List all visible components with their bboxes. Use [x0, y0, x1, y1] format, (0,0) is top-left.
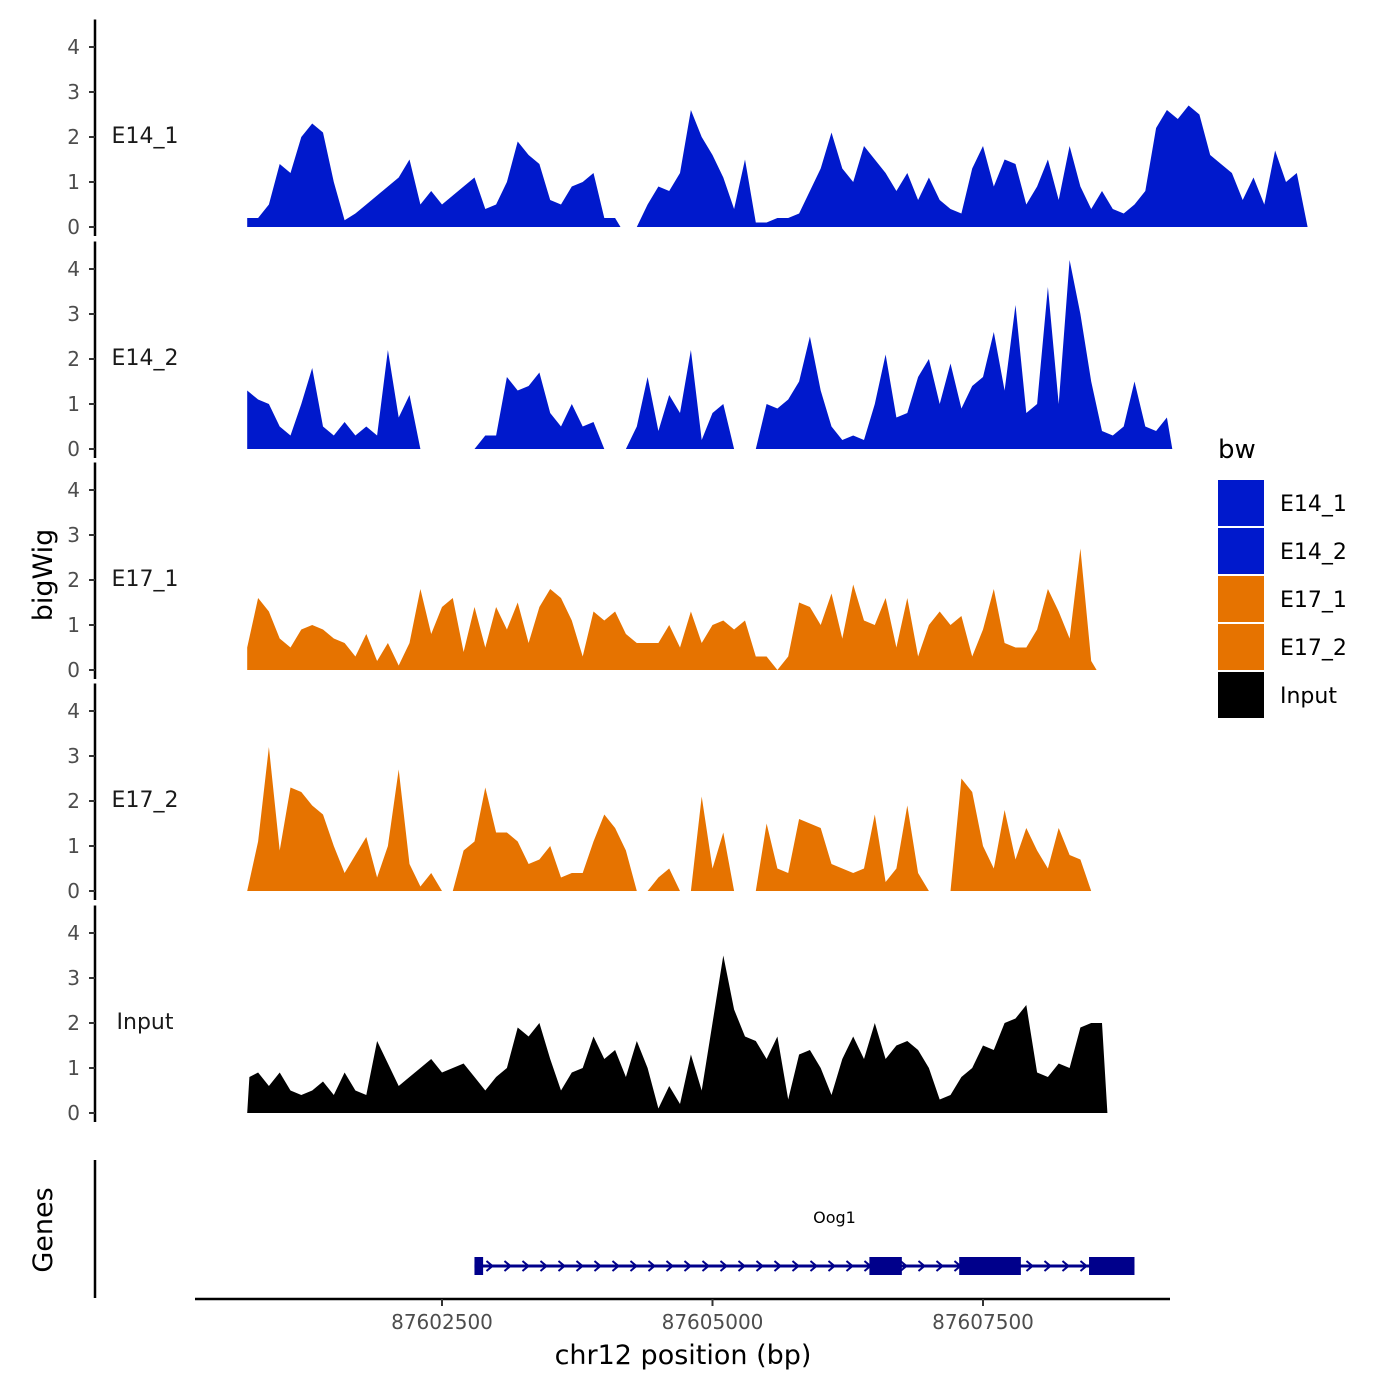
legend-label: E17_1: [1280, 588, 1347, 613]
y-tick-label: 4: [67, 257, 80, 281]
strand-arrow: [611, 1260, 621, 1272]
strand-arrow: [701, 1260, 711, 1272]
track-label: E14_1: [112, 124, 179, 149]
strand-arrow: [1079, 1260, 1089, 1272]
y-tick-label: 1: [67, 392, 80, 416]
strand-arrow: [683, 1260, 693, 1272]
legend-key: [1218, 624, 1264, 670]
signal-area-e14-1: [247, 105, 1308, 227]
y-tick-label: 4: [67, 921, 80, 945]
strand-arrow: [917, 1260, 927, 1272]
y-tick-label: 1: [67, 170, 80, 194]
x-tick-label: 87607500: [932, 1310, 1034, 1334]
gene-exon: [959, 1257, 1021, 1275]
y-tick-label: 2: [67, 347, 80, 371]
strand-arrow: [1043, 1260, 1053, 1272]
legend-key: [1218, 528, 1264, 574]
legend: bw E14_1 E14_2 E17_1 E17_2 Input: [1218, 435, 1347, 718]
x-axis: 87602500 87605000 87607500: [195, 1297, 1170, 1334]
x-tick-label: 87602500: [391, 1310, 493, 1334]
strand-arrow: [665, 1260, 675, 1272]
track-label: Input: [117, 1010, 174, 1035]
track-e14-2: 0 1 2 3 4 E14_2: [67, 241, 1173, 461]
signal-area-e17-1: [247, 548, 1097, 670]
track-e17-2: 0 1 2 3 4 E17_2: [67, 683, 1092, 903]
gene-exon: [474, 1257, 484, 1275]
legend-label: Input: [1280, 684, 1337, 709]
strand-arrow: [719, 1260, 729, 1272]
legend-label: E14_2: [1280, 540, 1347, 565]
y-tick-label: 4: [67, 35, 80, 59]
y-tick-label: 3: [67, 744, 80, 768]
strand-arrow: [503, 1260, 513, 1272]
strand-arrow: [593, 1260, 603, 1272]
x-tick-label: 87605000: [662, 1310, 764, 1334]
signal-tracks: 0 1 2 3 4 E14_1 0 1 2 3 4 E14_2 0 1 2 3 4 E17_1 0 1 2 3 4 E17_2…: [67, 19, 1308, 1125]
signal-area-e14-2: [247, 260, 1173, 449]
strand-arrow: [755, 1260, 765, 1272]
y-tick-label: 0: [67, 658, 80, 682]
genes-panel-title: Genes: [28, 1187, 59, 1272]
gene-name-label: Oog1: [813, 1208, 856, 1227]
strand-arrow: [629, 1260, 639, 1272]
legend-title: bw: [1218, 435, 1256, 465]
track-label: E14_2: [112, 346, 179, 371]
y-tick-label: 2: [67, 568, 80, 592]
legend-key: [1218, 480, 1264, 526]
strand-arrow: [827, 1260, 837, 1272]
legend-key: [1218, 576, 1264, 622]
y-tick-label: 2: [67, 1011, 80, 1035]
strand-arrow: [1025, 1260, 1035, 1272]
y-tick-label: 3: [67, 523, 80, 547]
track-input: 0 1 2 3 4 Input: [67, 905, 1108, 1125]
y-tick-label: 4: [67, 699, 80, 723]
y-tick-label: 1: [67, 1056, 80, 1080]
strand-arrow: [575, 1260, 585, 1272]
y-tick-label: 0: [67, 437, 80, 461]
y-tick-label: 3: [67, 302, 80, 326]
legend-key: [1218, 672, 1264, 718]
signal-area-input: [247, 955, 1108, 1113]
strand-arrow: [539, 1260, 549, 1272]
y-tick-label: 0: [67, 215, 80, 239]
y-tick-label: 3: [67, 80, 80, 104]
strand-arrow: [899, 1260, 909, 1272]
strand-arrow: [1061, 1260, 1071, 1272]
y-tick-label: 1: [67, 834, 80, 858]
strand-arrow: [647, 1260, 657, 1272]
track-e14-1: 0 1 2 3 4 E14_1: [67, 19, 1308, 239]
gene-annotation-panel: Oog1: [93, 1160, 1135, 1298]
legend-label: E14_1: [1280, 492, 1347, 517]
strand-arrow: [773, 1260, 783, 1272]
y-tick-label: 3: [67, 966, 80, 990]
signal-area-e17-2: [247, 747, 1092, 891]
strand-arrow: [791, 1260, 801, 1272]
strand-arrow: [557, 1260, 567, 1272]
legend-label: E17_2: [1280, 636, 1347, 661]
strand-arrow: [485, 1260, 495, 1272]
y-axis-title: bigWig: [28, 529, 59, 622]
y-tick-label: 0: [67, 1101, 80, 1125]
track-e17-1: 0 1 2 3 4 E17_1: [67, 462, 1097, 682]
y-tick-label: 4: [67, 478, 80, 502]
strand-arrow: [845, 1260, 855, 1272]
strand-arrow: [521, 1260, 531, 1272]
strand-arrow: [809, 1260, 819, 1272]
strand-arrow: [737, 1260, 747, 1272]
gene-exon: [869, 1257, 902, 1275]
gene-exon: [1089, 1257, 1135, 1275]
track-label: E17_2: [112, 788, 179, 813]
strand-arrow: [935, 1260, 945, 1272]
y-tick-label: 2: [67, 125, 80, 149]
y-tick-label: 2: [67, 789, 80, 813]
y-tick-label: 1: [67, 613, 80, 637]
track-label: E17_1: [112, 567, 179, 592]
y-tick-label: 0: [67, 879, 80, 903]
x-axis-title: chr12 position (bp): [555, 1340, 812, 1371]
